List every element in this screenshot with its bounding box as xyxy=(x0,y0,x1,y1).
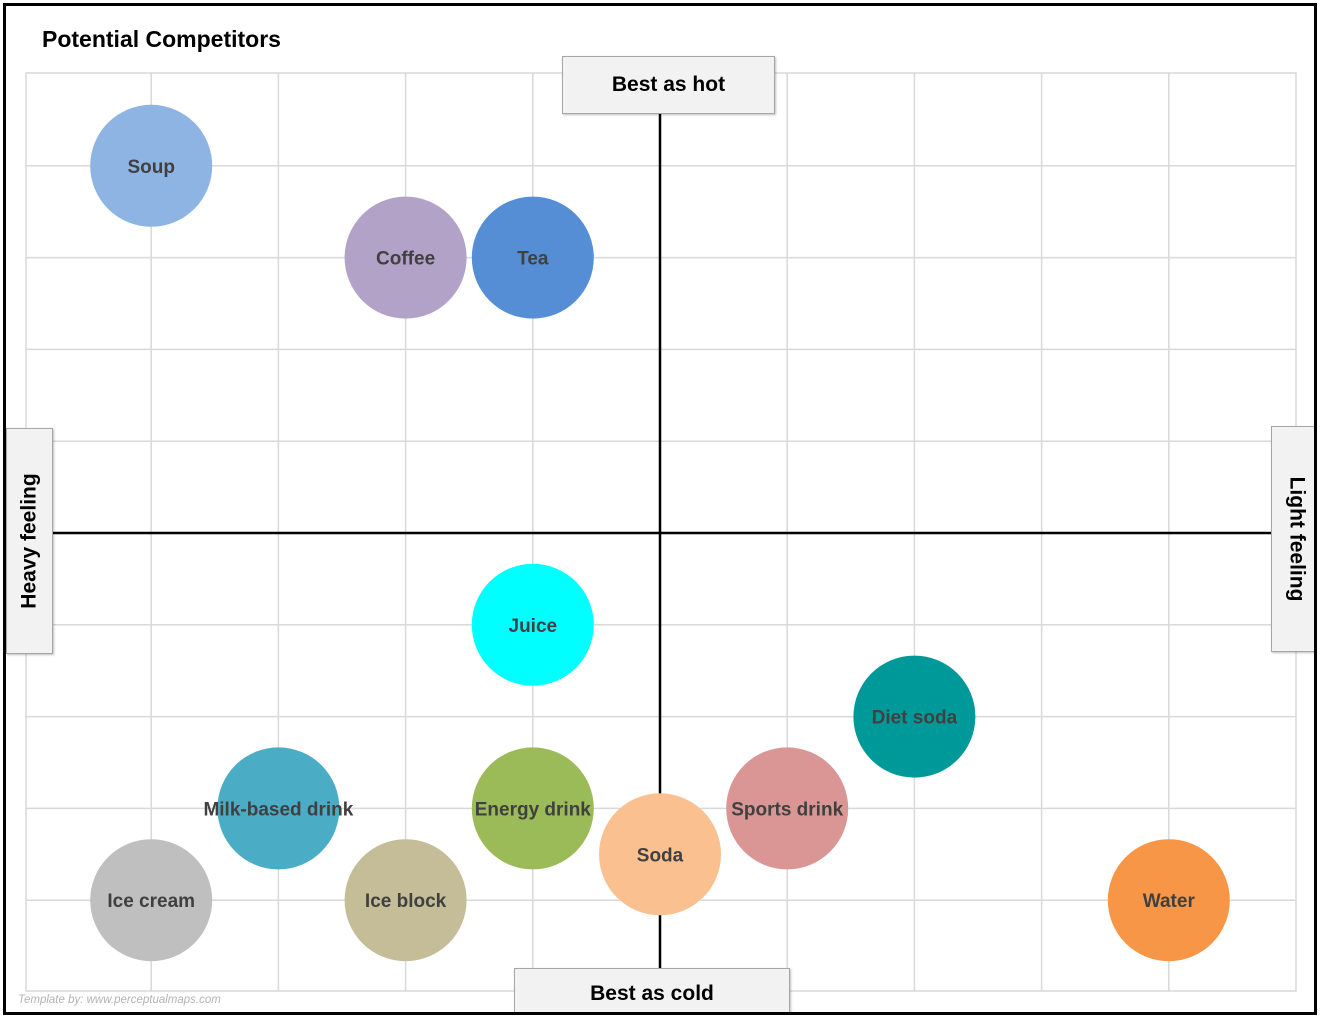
bubble-label: Soda xyxy=(637,845,684,866)
bubble-label: Tea xyxy=(517,249,549,270)
bubble-diet-soda xyxy=(853,655,976,778)
bubble-soup xyxy=(90,104,213,227)
bubble-ice-block xyxy=(344,839,467,962)
bubble-label: Energy drink xyxy=(475,799,592,820)
bubble-label: Ice cream xyxy=(107,891,195,912)
template-credit: Template by: www.perceptualmaps.com xyxy=(18,994,221,1006)
bubble-soda xyxy=(599,793,721,916)
bubble-coffee xyxy=(344,196,467,319)
bubble-label: Water xyxy=(1143,891,1196,912)
bubble-label: Diet soda xyxy=(872,708,958,729)
bubble-label: Soup xyxy=(127,157,175,178)
bubble-ice-cream xyxy=(90,839,213,962)
plot-area: Soup Coffee Tea Juice Diet soda Milk-based dr… xyxy=(25,72,1297,992)
bubble-label: Juice xyxy=(509,616,558,637)
bubble-label: Milk-based drink xyxy=(203,799,353,820)
bubble-energy-drink xyxy=(471,747,594,870)
axis-label-top: Best as hot xyxy=(562,56,775,114)
bubble-sports-drink xyxy=(726,747,849,870)
axis-label-bottom: Best as cold xyxy=(514,968,790,1012)
chart-frame: Soup Coffee Tea Juice Diet soda Milk-based dr… xyxy=(3,3,1317,1015)
bubble-tea xyxy=(471,196,594,319)
axis-label-left: Heavy feeling xyxy=(6,428,53,654)
axis-label-bottom-text: Best as cold xyxy=(590,982,714,1005)
bubble-label: Ice block xyxy=(365,891,447,912)
bubble-juice xyxy=(471,563,594,686)
bubbles: Soup Coffee Tea Juice Diet soda Milk-based dr… xyxy=(90,104,1230,962)
bubble-label: Sports drink xyxy=(731,799,843,820)
axis-label-top-text: Best as hot xyxy=(611,73,726,96)
chart-title: Potential Competitors xyxy=(42,26,281,52)
axis-label-right-text: Light feeling xyxy=(1285,476,1309,602)
axis-label-left-text: Heavy feeling xyxy=(17,473,41,609)
bubble-water xyxy=(1107,839,1230,962)
bubble-milk-based-drink xyxy=(217,747,340,870)
bubble-label: Coffee xyxy=(376,249,435,270)
axis-label-right: Light feeling xyxy=(1271,426,1314,652)
